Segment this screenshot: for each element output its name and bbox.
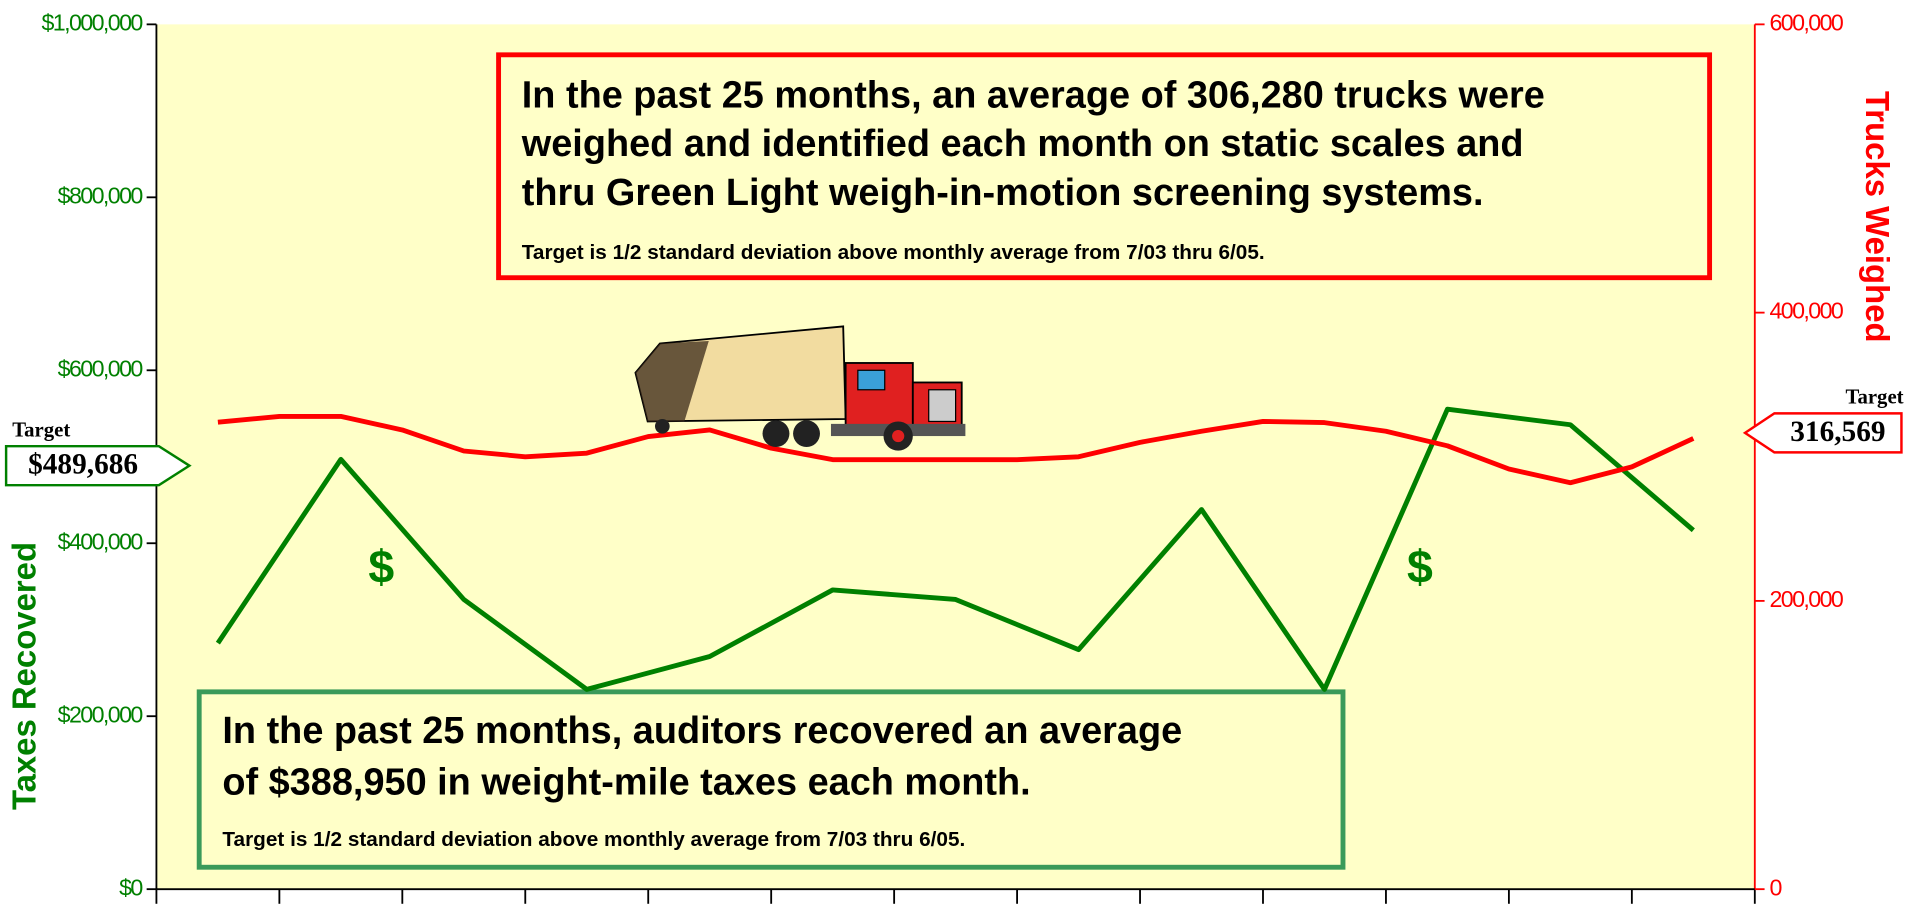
y-tick-label: $600,000 bbox=[58, 355, 143, 381]
annotation-note: Target is 1/2 standard deviation above m… bbox=[222, 828, 965, 851]
target-label: Target bbox=[1846, 387, 1904, 409]
target-value: $489,686 bbox=[28, 449, 138, 481]
y2-tick-label: 0 bbox=[1769, 874, 1781, 900]
y-tick-label: $200,000 bbox=[58, 701, 143, 727]
annotation-text: In the past 25 months, an average of 306… bbox=[522, 74, 1545, 116]
y2-tick-label: 600,000 bbox=[1769, 10, 1842, 36]
truck-icon bbox=[634, 325, 966, 451]
y-tick-label: $800,000 bbox=[58, 182, 143, 208]
y2-tick-label: 400,000 bbox=[1769, 298, 1842, 324]
y-tick-label: $1,000,000 bbox=[41, 10, 142, 36]
annotation-box bbox=[496, 52, 1713, 281]
target-marker bbox=[1742, 412, 1903, 454]
annotation-text: weighed and identified each month on sta… bbox=[521, 123, 1524, 165]
annotation-text: In the past 25 months, auditors recovere… bbox=[222, 710, 1182, 752]
target-marker bbox=[4, 444, 192, 487]
annotation-box bbox=[196, 689, 1346, 870]
y-tick-label: $400,000 bbox=[58, 528, 143, 554]
y2-axis-title: Trucks Weighed bbox=[1859, 91, 1896, 343]
series-line bbox=[217, 413, 1695, 486]
y-axis-title: Taxes Recovered bbox=[6, 542, 43, 810]
series-line bbox=[215, 406, 1695, 692]
annotation-text: thru Green Light weigh-in-motion screeni… bbox=[522, 172, 1484, 214]
annotation-text: of $388,950 in weight-mile taxes each mo… bbox=[222, 761, 1030, 803]
annotation-note: Target is 1/2 standard deviation above m… bbox=[522, 241, 1265, 264]
dollar-sign: $ bbox=[368, 540, 394, 592]
y-tick-label: $0 bbox=[119, 874, 142, 900]
target-label: Target bbox=[12, 419, 70, 441]
y2-tick-label: 200,000 bbox=[1769, 586, 1842, 612]
dollar-sign: $ bbox=[1407, 540, 1433, 592]
target-value: 316,569 bbox=[1790, 416, 1885, 448]
